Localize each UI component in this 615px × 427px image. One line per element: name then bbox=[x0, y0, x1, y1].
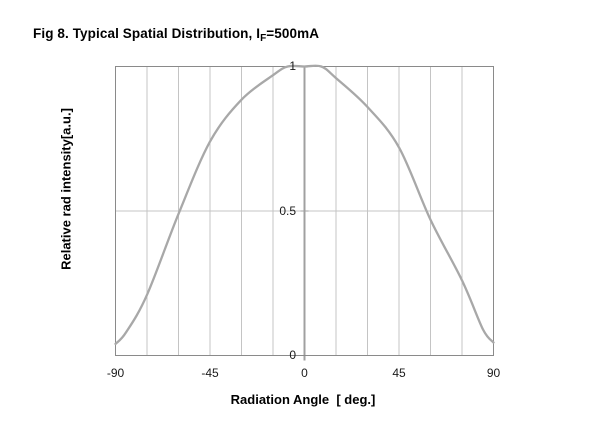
figure-title-suffix: =500mA bbox=[266, 26, 320, 41]
figure-title-prefix: Fig 8. Typical Spatial Distribution, I bbox=[33, 26, 261, 41]
x-tick-label: -45 bbox=[201, 366, 219, 380]
y-tick-label: 0 bbox=[289, 348, 296, 362]
y-tick-label: 0.5 bbox=[279, 203, 296, 218]
y-tick-label: 1 bbox=[289, 59, 296, 73]
x-axis-title: Radiation Angle [ deg.] bbox=[230, 392, 376, 407]
figure-title: Fig 8. Typical Spatial Distribution, IF=… bbox=[33, 26, 320, 44]
x-tick-label: -90 bbox=[106, 366, 125, 380]
x-tick-label: 90 bbox=[486, 366, 501, 380]
intensity-curve bbox=[114, 64, 495, 346]
x-tick-label: 45 bbox=[392, 366, 406, 380]
figure-title-subscript: F bbox=[260, 33, 267, 44]
x-tick-label: 0 bbox=[301, 366, 308, 380]
